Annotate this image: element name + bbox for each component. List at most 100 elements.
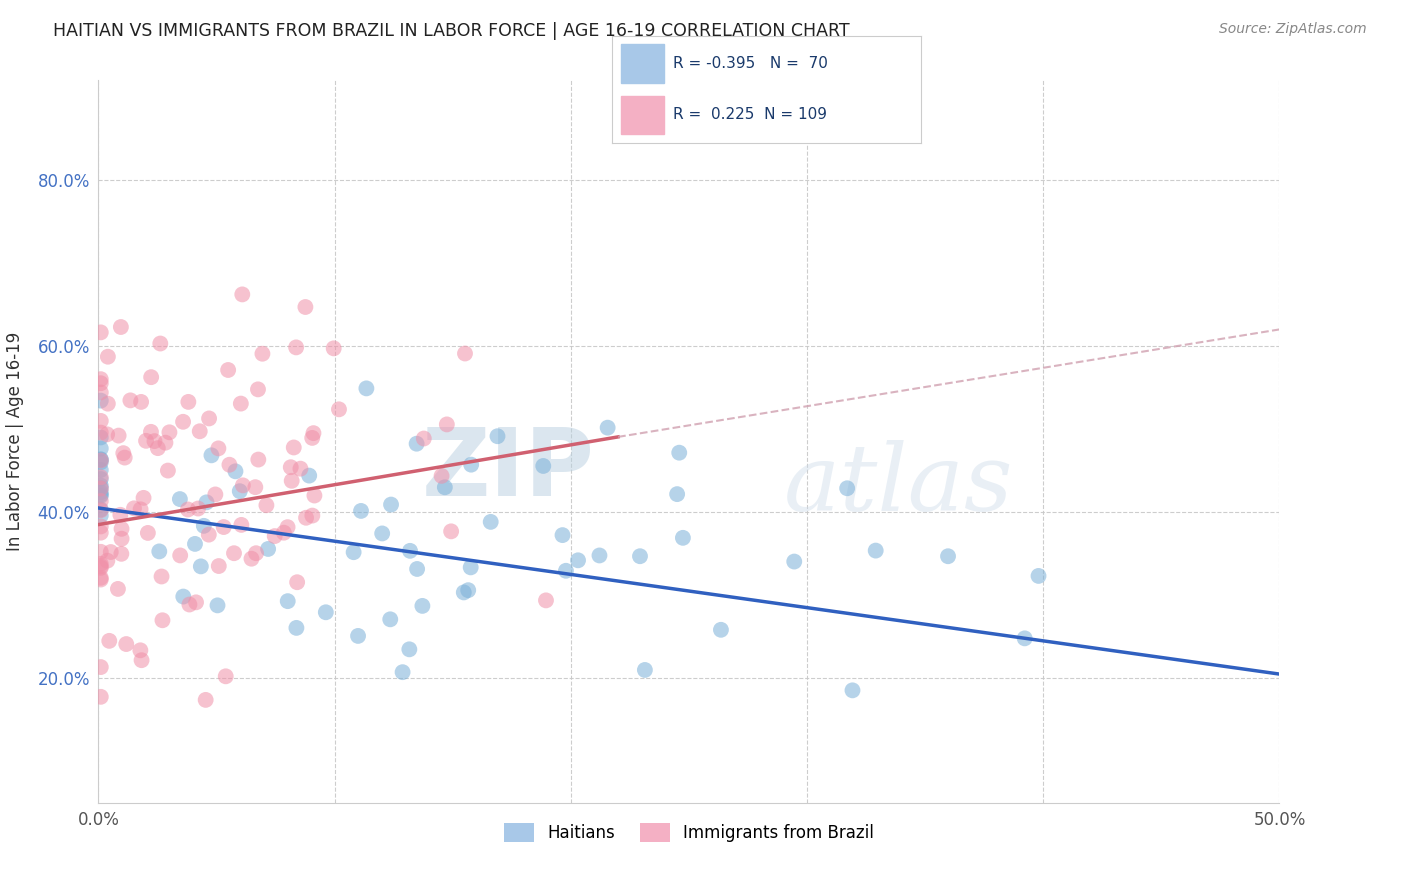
Point [90,485,112,500]
Point [398,642,420,657]
Point [285,575,308,590]
Point [207,599,229,613]
Point [107,428,129,442]
Point [90,481,112,495]
Text: R = -0.395   N =  70: R = -0.395 N = 70 [673,56,828,71]
Point [457,583,479,598]
Point [280,474,302,488]
Point [114,450,136,465]
Point [356,381,378,395]
Point [143,434,166,449]
FancyBboxPatch shape [621,45,664,83]
Point [96,554,118,568]
Point [405,436,427,450]
Point [184,537,207,551]
Point [298,468,321,483]
Point [90,470,112,484]
Point [90,573,112,587]
Point [328,402,350,417]
Point [231,287,253,301]
Point [245,546,267,560]
Point [252,347,274,361]
Text: Source: ZipAtlas.com: Source: ZipAtlas.com [1219,22,1367,37]
Point [90,482,112,496]
Point [347,629,370,643]
Point [110,532,132,546]
Point [229,484,252,499]
Point [90,455,112,469]
Legend: Haitians, Immigrants from Brazil: Haitians, Immigrants from Brazil [498,816,880,848]
Point [90,660,112,674]
Point [90,463,112,477]
Point [90,442,112,456]
Point [666,487,689,501]
Point [110,547,132,561]
Point [172,415,194,429]
Point [148,544,170,558]
Point [343,545,366,559]
Point [257,541,280,556]
Point [460,560,482,574]
Point [90,519,112,533]
Point [129,395,152,409]
Point [301,431,323,445]
Point [90,502,112,516]
Point [460,458,482,472]
Point [90,452,112,467]
Point [194,693,217,707]
Point [179,598,201,612]
Point [136,525,159,540]
Point [315,605,337,619]
Point [131,653,153,667]
Point [90,545,112,559]
Point [90,472,112,486]
Point [304,489,326,503]
Point [430,468,453,483]
Point [90,571,112,585]
Point [534,593,557,607]
Point [783,555,806,569]
Point [90,372,112,386]
Point [197,527,219,541]
Point [710,623,733,637]
Point [280,460,302,475]
Point [146,441,169,455]
Point [177,395,200,409]
Point [865,543,887,558]
Point [107,582,129,596]
Point [240,551,263,566]
Point [90,557,112,571]
Point [1014,632,1036,646]
Point [273,525,295,540]
Point [837,481,859,495]
Point [90,561,112,575]
Point [198,411,221,425]
Point [139,425,162,439]
Point [90,393,112,408]
Point [132,491,155,505]
Point [285,621,308,635]
Point [391,665,413,680]
Point [218,458,240,472]
Point [193,518,215,533]
Point [90,508,112,523]
Point [90,489,112,503]
Point [371,526,394,541]
Point [149,336,172,351]
Point [110,320,132,334]
Point [254,498,277,512]
Point [122,501,145,516]
Point [156,464,179,478]
Point [295,510,318,524]
Point [231,517,253,532]
Point [129,502,152,516]
Text: HAITIAN VS IMMIGRANTS FROM BRAZIL IN LABOR FORCE | AGE 16-19 CORRELATION CHART: HAITIAN VS IMMIGRANTS FROM BRAZIL IN LAB… [53,22,851,40]
Point [184,595,207,609]
Point [215,669,238,683]
Point [97,350,120,364]
Point [204,487,226,501]
Point [110,508,132,522]
Point [628,549,651,564]
Point [97,397,120,411]
Point [90,385,112,400]
